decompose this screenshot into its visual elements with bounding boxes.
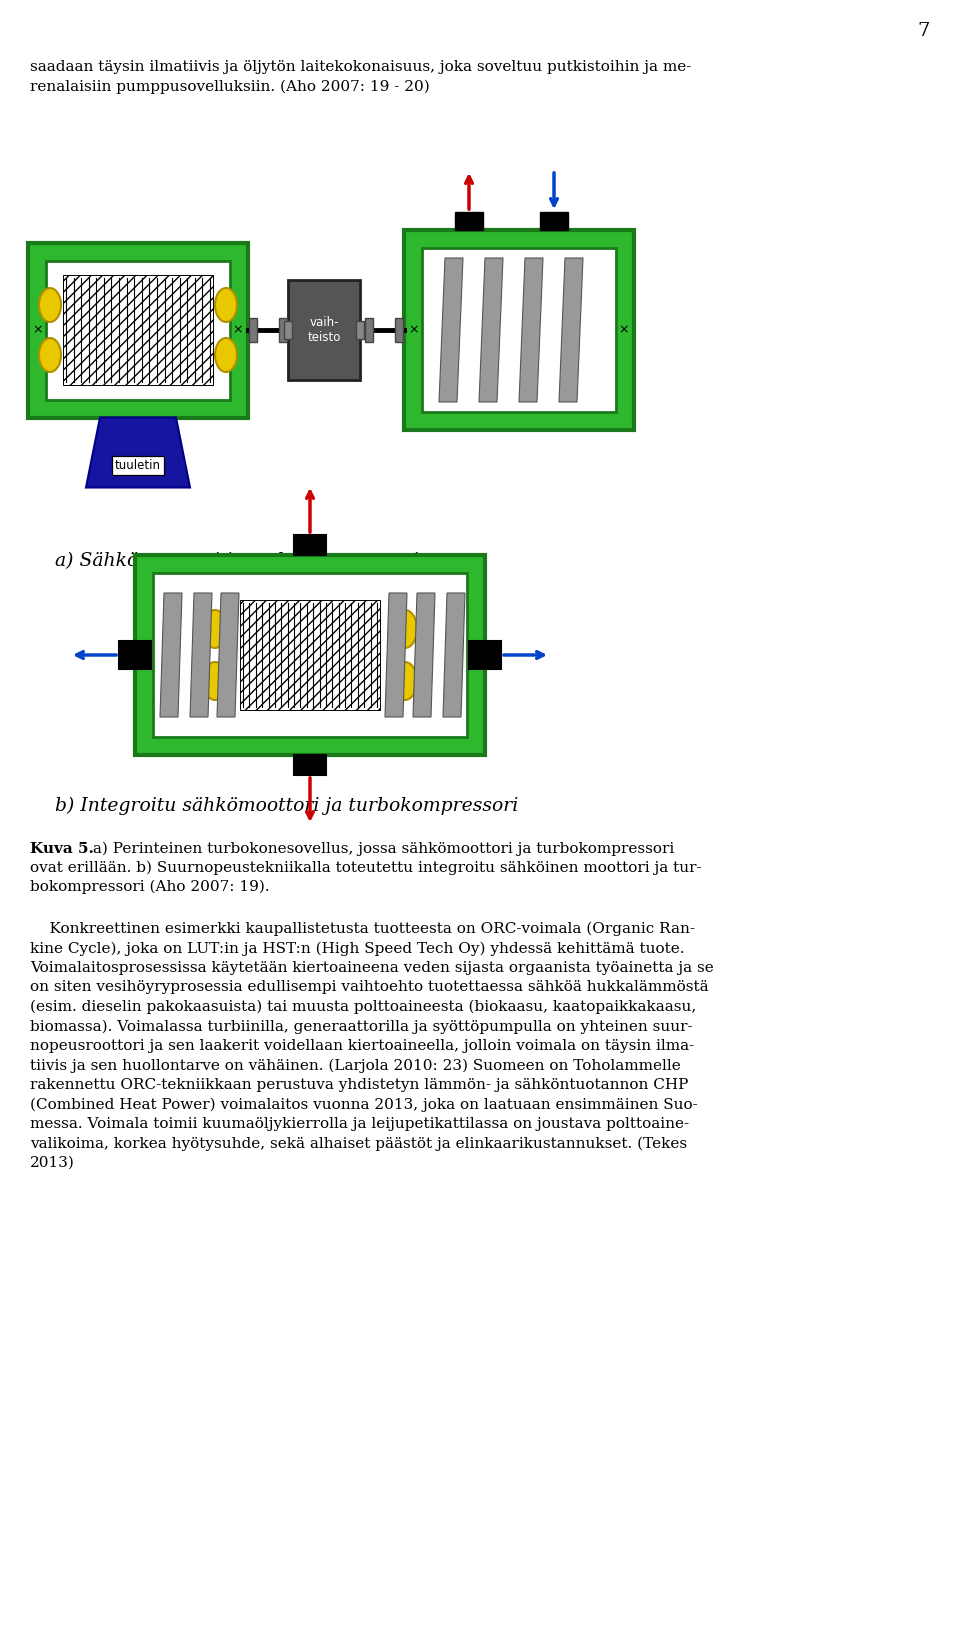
- Text: bokompressori (Aho 2007: 19).: bokompressori (Aho 2007: 19).: [30, 881, 270, 894]
- Text: Kuva 5.: Kuva 5.: [30, 843, 94, 856]
- Bar: [288, 279, 360, 380]
- Bar: [240, 600, 380, 710]
- Text: kine Cycle), joka on LUT:in ja HST:n (High Speed Tech Oy) yhdessä kehittämä tuot: kine Cycle), joka on LUT:in ja HST:n (Hi…: [30, 942, 684, 957]
- Ellipse shape: [393, 610, 417, 648]
- Bar: [294, 755, 326, 775]
- Ellipse shape: [215, 287, 237, 322]
- Text: renalaisiin pumppusovelluksiin. (Aho 2007: 19 - 20): renalaisiin pumppusovelluksiin. (Aho 200…: [30, 79, 430, 94]
- Polygon shape: [86, 418, 190, 487]
- Text: ×: ×: [619, 324, 629, 337]
- Bar: [46, 261, 230, 400]
- Text: ×: ×: [33, 324, 43, 337]
- Ellipse shape: [39, 339, 61, 372]
- Text: (Combined Heat Power) voimalaitos vuonna 2013, joka on laatuaan ensimmäinen Suo-: (Combined Heat Power) voimalaitos vuonna…: [30, 1097, 698, 1112]
- Polygon shape: [443, 593, 465, 717]
- Bar: [455, 211, 483, 230]
- Text: b) Integroitu sähkömoottori ja turbokompressori: b) Integroitu sähkömoottori ja turbokomp…: [55, 796, 518, 814]
- Bar: [356, 320, 364, 339]
- Polygon shape: [190, 593, 212, 717]
- Ellipse shape: [203, 610, 227, 648]
- Polygon shape: [559, 258, 583, 401]
- Text: tiivis ja sen huollontarve on vähäinen. (Larjola 2010: 23) Suomeen on Toholammel: tiivis ja sen huollontarve on vähäinen. …: [30, 1059, 681, 1072]
- Bar: [28, 243, 248, 418]
- Text: biomassa). Voimalassa turbiinilla, generaattorilla ja syöttöpumpulla on yhteinen: biomassa). Voimalassa turbiinilla, gener…: [30, 1019, 692, 1034]
- Ellipse shape: [393, 662, 417, 700]
- Bar: [279, 317, 287, 342]
- Text: rakennettu ORC-tekniikkaan perustuva yhdistetyn lämmön- ja sähköntuotannon CHP: rakennettu ORC-tekniikkaan perustuva yhd…: [30, 1079, 688, 1092]
- Polygon shape: [160, 593, 182, 717]
- Text: nopeusroottori ja sen laakerit voidellaan kiertoaineella, jolloin voimala on täy: nopeusroottori ja sen laakerit voidellaa…: [30, 1039, 694, 1052]
- Text: messa. Voimala toimii kuumaöljykierrolla ja leijupetikattilassa on joustava polt: messa. Voimala toimii kuumaöljykierrolla…: [30, 1117, 689, 1132]
- Bar: [284, 320, 292, 339]
- Bar: [135, 555, 485, 755]
- Bar: [422, 248, 616, 411]
- Text: saadaan täysin ilmatiivis ja öljytön laitekokonaisuus, joka soveltuu putkistoihi: saadaan täysin ilmatiivis ja öljytön lai…: [30, 59, 691, 74]
- Ellipse shape: [39, 287, 61, 322]
- Bar: [249, 317, 257, 342]
- Text: on siten vesihöyryprosessia edullisempi vaihtoehto tuotettaessa sähköä hukkalämm: on siten vesihöyryprosessia edullisempi …: [30, 981, 708, 995]
- Text: a) Sähkömoottori ja turbokompressori: a) Sähkömoottori ja turbokompressori: [55, 552, 419, 570]
- Bar: [404, 230, 634, 430]
- Text: 2013): 2013): [30, 1156, 75, 1170]
- Text: 7: 7: [918, 21, 930, 40]
- Bar: [63, 274, 213, 385]
- Bar: [395, 317, 403, 342]
- Bar: [365, 317, 373, 342]
- Bar: [153, 573, 467, 737]
- Text: ×: ×: [232, 324, 243, 337]
- Text: ×: ×: [409, 324, 420, 337]
- Ellipse shape: [203, 662, 227, 700]
- Polygon shape: [479, 258, 503, 401]
- Text: vaih-
teisto: vaih- teisto: [307, 316, 341, 344]
- Text: tuuletin: tuuletin: [115, 459, 161, 472]
- Polygon shape: [217, 593, 239, 717]
- Polygon shape: [519, 258, 543, 401]
- Bar: [119, 641, 151, 669]
- Bar: [294, 535, 326, 555]
- Text: ×: ×: [469, 649, 480, 661]
- Polygon shape: [385, 593, 407, 717]
- Ellipse shape: [215, 339, 237, 372]
- Bar: [540, 211, 568, 230]
- Text: Konkreettinen esimerkki kaupallistetusta tuotteesta on ORC-voimala (Organic Ran-: Konkreettinen esimerkki kaupallistetusta…: [30, 922, 695, 937]
- Text: ×: ×: [140, 649, 151, 661]
- Text: Voimalaitosprosessissa käytetään kiertoaineena veden sijasta orgaanista työainet: Voimalaitosprosessissa käytetään kiertoa…: [30, 961, 713, 975]
- Bar: [469, 641, 501, 669]
- Text: a) Perinteinen turbokonesovellus, jossa sähkömoottori ja turbokompressori: a) Perinteinen turbokonesovellus, jossa …: [88, 843, 674, 856]
- Text: ovat erillään. b) Suurnopeustekniikalla toteutettu integroitu sähköinen moottori: ovat erillään. b) Suurnopeustekniikalla …: [30, 861, 702, 876]
- Text: valikoima, korkea hyötysuhde, sekä alhaiset päästöt ja elinkaarikustannukset. (T: valikoima, korkea hyötysuhde, sekä alhai…: [30, 1137, 687, 1151]
- Polygon shape: [413, 593, 435, 717]
- Polygon shape: [439, 258, 463, 401]
- Text: (esim. dieselin pakokaasuista) tai muusta polttoaineesta (biokaasu, kaatopaikkak: (esim. dieselin pakokaasuista) tai muust…: [30, 999, 696, 1014]
